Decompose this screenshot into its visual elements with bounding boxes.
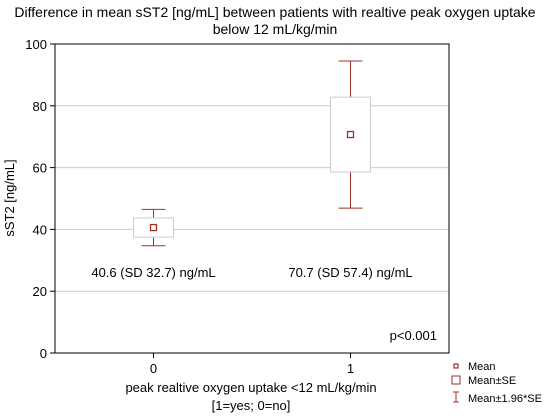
mean-marker [149, 223, 158, 232]
mean-marker [346, 130, 355, 139]
legend-box-symbol [451, 375, 461, 385]
x-tick-label: 0 [150, 361, 157, 376]
group-label: 70.7 (SD 57.4) ng/mL [288, 265, 412, 280]
legend: Mean Mean±SE Mean±1.96*SE [451, 361, 542, 405]
y-tick-label: 40 [33, 222, 47, 237]
group-label: 40.6 (SD 32.7) ng/mL [91, 265, 215, 280]
group-0: 40.6 (SD 32.7) ng/mL [91, 208, 216, 280]
y-axis-label: sST2 [ng/mL] [2, 159, 17, 236]
legend-item-mean: Mean [453, 361, 496, 373]
legend-item-box: Mean±SE [451, 375, 516, 387]
x-axis-label-line-2: [1=yes; 0=no] [212, 398, 291, 413]
y-tick-label: 100 [25, 37, 47, 52]
y-tick-label: 20 [33, 284, 47, 299]
groups: 40.6 (SD 32.7) ng/mL 70.7 (SD 57.4) ng/mL [91, 60, 413, 280]
legend-item-whisker: Mean±1.96*SE [453, 391, 542, 405]
y-tick-label: 80 [33, 99, 47, 114]
x-tick-label: 1 [347, 361, 354, 376]
legend-label: Mean±1.96*SE [468, 393, 542, 405]
y-tick-label: 0 [40, 346, 47, 361]
chart-title-line-1: Difference in mean sST2 [ng/mL] between … [14, 4, 535, 20]
grid [55, 105, 449, 292]
legend-label: Mean±SE [468, 375, 516, 387]
x-axis-label-line-1: peak realtive oxygen uptake <12 mL/kg/mi… [125, 380, 376, 395]
p-value-annotation: p<0.001 [390, 328, 437, 343]
legend-mean-symbol [453, 363, 459, 369]
y-axis: 0 20 40 60 80 100 [25, 37, 55, 361]
y-tick-label: 60 [33, 161, 47, 176]
group-1: 70.7 (SD 57.4) ng/mL [288, 60, 413, 280]
plot-frame [54, 43, 450, 354]
chart-title-line-2: below 12 mL/kg/min [213, 21, 338, 37]
legend-label: Mean [468, 361, 496, 373]
chart-title: Difference in mean sST2 [ng/mL] between … [14, 4, 535, 37]
